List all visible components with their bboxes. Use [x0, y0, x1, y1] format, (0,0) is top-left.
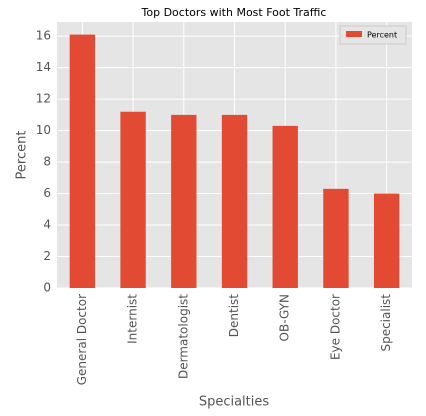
y-tick-label: 4	[43, 218, 51, 232]
bar	[120, 111, 146, 288]
y-tick-label: 14	[36, 60, 51, 74]
x-tick-label: Specialist	[379, 294, 393, 352]
bar	[69, 34, 96, 288]
bar	[373, 193, 400, 288]
bar	[323, 188, 349, 288]
y-axis-label: Percent	[15, 131, 30, 180]
bar	[171, 114, 197, 288]
bar	[221, 114, 248, 288]
x-axis-label: Specialties	[199, 395, 270, 410]
y-tick-label: 12	[36, 92, 51, 106]
bar	[272, 125, 298, 289]
x-tick-label: OB-GYN	[278, 294, 292, 341]
y-tick-label: 10	[36, 123, 51, 137]
x-tick-label: Internist	[126, 294, 140, 344]
x-tick-label: Dentist	[227, 294, 241, 338]
x-tick-label: Eye Doctor	[328, 294, 342, 360]
x-tick-label: General Doctor	[75, 294, 89, 385]
y-tick-label: 6	[43, 186, 51, 200]
legend-swatch	[346, 31, 362, 37]
y-tick-label: 8	[43, 155, 51, 169]
y-tick-label: 2	[43, 249, 51, 263]
chart-title: Top Doctors with Most Foot Traffic	[141, 6, 327, 19]
legend-label: Percent	[367, 31, 397, 40]
legend-box	[339, 25, 407, 45]
x-tick-label: Dermatologist	[176, 294, 190, 379]
y-tick-label: 0	[43, 281, 51, 295]
y-tick-label: 16	[36, 29, 51, 43]
